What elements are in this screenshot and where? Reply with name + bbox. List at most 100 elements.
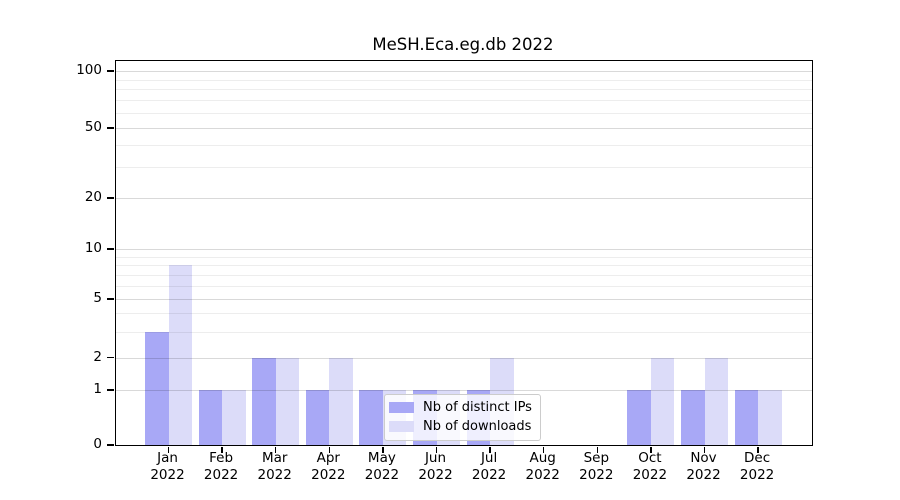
- x-tick-year: 2022: [203, 467, 239, 483]
- x-tick-month: Dec: [744, 450, 771, 466]
- x-tick-month: Jul: [480, 450, 498, 466]
- x-tick-year: 2022: [418, 467, 453, 483]
- x-tick-year: 2022: [471, 467, 507, 483]
- x-tick-mark: [596, 446, 599, 453]
- x-tick-month: Jan: [157, 450, 178, 466]
- gridline-major-1: [116, 390, 812, 391]
- y-tick-mark: [107, 248, 114, 250]
- x-tick-month: May: [367, 450, 396, 466]
- y-tick-label-100: 100: [76, 62, 102, 78]
- gridline-minor-4: [116, 313, 812, 315]
- x-tick-mark: [221, 446, 223, 453]
- x-tick-month: Apr: [316, 450, 340, 466]
- x-tick-mark: [435, 446, 438, 453]
- y-tick-label-10: 10: [84, 240, 102, 256]
- gridline-major-20: [116, 198, 812, 199]
- gridline-minor-40: [116, 145, 812, 147]
- y-tick-label-1: 1: [93, 381, 102, 397]
- y-tick-label-5: 5: [93, 290, 102, 306]
- bar-downloads-nov: [704, 357, 728, 445]
- x-tick-label-may: May 2022: [350, 450, 414, 484]
- legend-swatch-distinct-ips: [389, 402, 414, 413]
- x-tick-year: 2022: [579, 467, 614, 483]
- legend-label-distinct-ips: Nb of distinct IPs: [423, 400, 532, 415]
- y-tick-mark: [107, 389, 114, 391]
- x-tick-month: Mar: [261, 450, 288, 466]
- legend-row-distinct-ips: Nb of distinct IPs: [389, 400, 532, 415]
- x-tick-mark: [757, 446, 759, 453]
- bar-downloads-jan: [168, 265, 192, 445]
- gridline-minor-90: [116, 79, 812, 81]
- x-tick-label-mar: Mar 2022: [243, 450, 307, 484]
- bar-downloads-dec: [758, 390, 782, 445]
- legend: Nb of distinct IPs Nb of downloads: [384, 394, 541, 441]
- gridline-minor-9: [116, 256, 812, 258]
- bar-distinct-ips-may: [359, 390, 383, 445]
- x-tick-month: Aug: [529, 450, 556, 466]
- x-tick-mark: [167, 446, 170, 453]
- x-tick-year: 2022: [364, 467, 400, 483]
- legend-label-downloads: Nb of downloads: [423, 419, 532, 434]
- gridline-minor-80: [116, 89, 812, 91]
- x-tick-label-feb: Feb 2022: [189, 450, 253, 484]
- chart-title: MeSH.Eca.eg.db 2022: [372, 35, 554, 54]
- x-tick-mark: [703, 446, 706, 453]
- x-tick-year: 2022: [257, 467, 292, 483]
- bar-downloads-oct: [650, 357, 675, 445]
- x-tick-label-jul: Jul 2022: [457, 450, 521, 484]
- x-tick-label-jan: Jan 2022: [136, 450, 200, 484]
- x-tick-year: 2022: [311, 467, 346, 483]
- x-tick-label-apr: Apr 2022: [296, 450, 360, 484]
- bar-downloads-mar: [275, 357, 300, 445]
- bar-downloads-apr: [329, 357, 353, 445]
- bar-distinct-ips-oct: [627, 390, 651, 445]
- bar-downloads-feb: [222, 390, 246, 445]
- gridline-minor-7: [116, 274, 812, 276]
- x-tick-label-nov: Nov 2022: [672, 450, 736, 484]
- x-tick-mark: [542, 446, 545, 453]
- gridline-minor-8: [116, 265, 812, 267]
- x-tick-year: 2022: [150, 467, 185, 483]
- x-tick-label-oct: Oct 2022: [618, 450, 682, 484]
- bar-distinct-ips-nov: [681, 390, 705, 445]
- gridline-major-100: [116, 71, 812, 72]
- x-tick-label-dec: Dec 2022: [725, 450, 789, 484]
- bar-distinct-ips-mar: [252, 357, 276, 445]
- y-tick-mark: [107, 444, 114, 446]
- x-tick-year: 2022: [686, 467, 721, 483]
- x-tick-year: 2022: [525, 467, 560, 483]
- gridline-minor-60: [116, 113, 812, 114]
- legend-swatch-downloads: [389, 421, 414, 432]
- bar-distinct-ips-feb: [198, 390, 223, 445]
- gridline-major-50: [116, 128, 812, 129]
- x-tick-month: Sep: [583, 450, 610, 466]
- gridline-major-5: [116, 299, 812, 300]
- x-tick-label-aug: Aug 2022: [511, 450, 575, 484]
- x-tick-month: Jun: [424, 450, 447, 466]
- bar-distinct-ips-apr: [305, 390, 330, 445]
- x-tick-mark: [274, 446, 277, 453]
- x-tick-label-sep: Sep 2022: [564, 450, 628, 484]
- y-tick-label-0: 0: [93, 436, 102, 452]
- y-tick-mark: [107, 298, 114, 300]
- y-tick-mark: [107, 356, 114, 359]
- x-tick-month: Feb: [209, 450, 234, 466]
- x-tick-label-jun: Jun 2022: [404, 450, 468, 484]
- gridline-minor-30: [116, 167, 812, 169]
- x-tick-month: Oct: [638, 450, 662, 466]
- gridline-major-10: [116, 249, 812, 250]
- x-tick-year: 2022: [632, 467, 668, 483]
- x-tick-year: 2022: [739, 467, 775, 483]
- x-tick-mark: [650, 446, 652, 453]
- gridline-minor-3: [116, 331, 812, 333]
- bar-distinct-ips-jan: [145, 331, 169, 445]
- bar-distinct-ips-dec: [734, 390, 759, 445]
- y-tick-label-2: 2: [93, 348, 102, 365]
- gridline-minor-70: [116, 100, 812, 102]
- plot-area: Nb of distinct IPs Nb of downloads: [107, 60, 813, 453]
- y-tick-mark: [107, 70, 114, 72]
- y-tick-label-20: 20: [84, 189, 102, 205]
- y-tick-mark: [107, 197, 114, 199]
- gridline-major-2: [116, 357, 812, 359]
